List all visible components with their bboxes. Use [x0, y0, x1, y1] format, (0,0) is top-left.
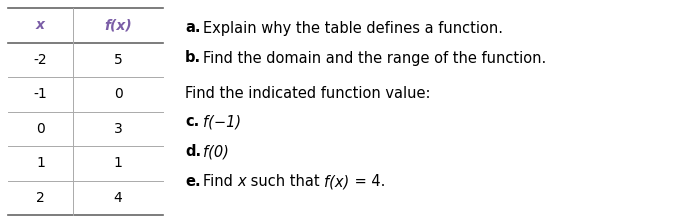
Text: e.: e. — [185, 175, 200, 190]
Text: f(0): f(0) — [203, 145, 229, 159]
Text: 3: 3 — [114, 122, 123, 136]
Text: -2: -2 — [34, 53, 48, 67]
Text: 5: 5 — [114, 53, 123, 67]
Text: 4: 4 — [114, 191, 123, 205]
Text: f(x): f(x) — [325, 175, 349, 190]
Text: such that: such that — [246, 175, 325, 190]
Text: = 4.: = 4. — [349, 175, 385, 190]
Text: Explain why the table defines a function.: Explain why the table defines a function… — [203, 21, 503, 35]
Text: Find the domain and the range of the function.: Find the domain and the range of the fun… — [203, 50, 546, 66]
Text: x: x — [238, 175, 246, 190]
Text: f(x): f(x) — [104, 18, 132, 32]
Text: b.: b. — [185, 50, 201, 66]
Text: -1: -1 — [34, 87, 48, 101]
Text: 0: 0 — [114, 87, 123, 101]
Text: 2: 2 — [37, 191, 45, 205]
Text: c.: c. — [185, 114, 199, 130]
Text: a.: a. — [185, 21, 200, 35]
Text: 1: 1 — [114, 156, 123, 170]
Text: d.: d. — [185, 145, 201, 159]
Text: x: x — [36, 18, 45, 32]
Text: 0: 0 — [37, 122, 45, 136]
Text: Find the indicated function value:: Find the indicated function value: — [185, 85, 431, 101]
Text: Find: Find — [203, 175, 238, 190]
Text: f(−1): f(−1) — [203, 114, 241, 130]
Text: 1: 1 — [36, 156, 45, 170]
